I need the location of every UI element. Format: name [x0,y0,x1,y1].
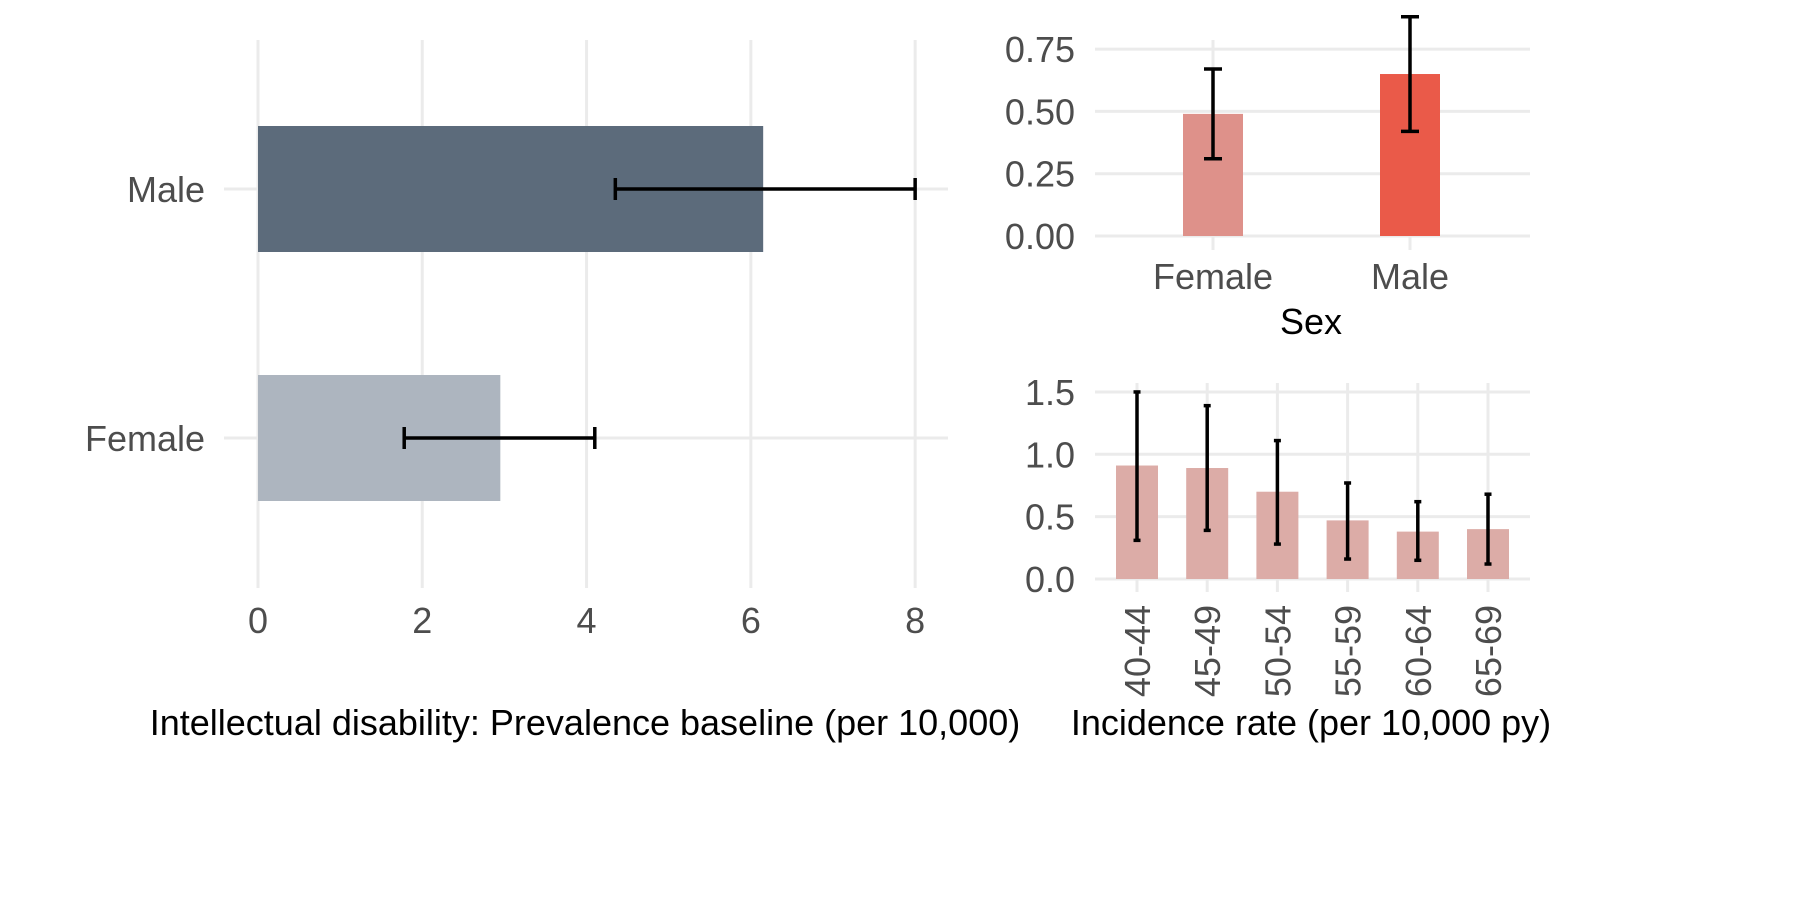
y-tick-label: 0.0 [1025,559,1075,600]
y-tick-label: 0.50 [1005,91,1075,132]
incidence-by-sex-panel: 0.00 0.25 0.50 0.75 Female Male Sex [1005,14,1530,342]
y-tick-label: 1.0 [1025,434,1075,475]
y-tick-label-male: Male [127,169,205,210]
x-axis-title: Incidence rate (per 10,000 py) [1071,702,1551,743]
x-axis-title: Intellectual disability: Prevalence base… [150,702,1021,743]
y-tick-label: 0.75 [1005,29,1075,70]
y-tick-label: 1.5 [1025,372,1075,413]
prevalence-panel: 0 2 4 6 8 Female Male Intellectual disability: … [85,40,1020,743]
y-tick-label-female: Female [85,418,205,459]
x-tick-label: 2 [412,600,432,641]
x-tick-label-male: Male [1371,256,1449,297]
x-tick-label-female: Female [1153,256,1273,297]
y-tick-label: 0.25 [1005,154,1075,195]
x-tick-label-40-44: 40-44 [1117,605,1158,697]
x-tick-label: 0 [248,600,268,641]
x-tick-label-50-54: 50-54 [1257,605,1298,697]
x-tick-label-45-49: 45-49 [1187,605,1228,697]
y-tick-label: 0.00 [1005,216,1075,257]
y-tick-label: 0.5 [1025,497,1075,538]
x-tick-label-55-59: 55-59 [1328,605,1369,697]
x-tick-label: 6 [741,600,761,641]
incidence-by-age-panel: 0.0 0.5 1.0 1.5 40-44 45-49 50-54 55-59 60-64 65-… [1025,372,1551,743]
x-axis-title: Sex [1280,301,1342,342]
x-tick-label-60-64: 60-64 [1398,605,1439,697]
x-tick-label: 8 [905,600,925,641]
x-tick-label: 4 [577,600,597,641]
x-tick-label-65-69: 65-69 [1468,605,1509,697]
